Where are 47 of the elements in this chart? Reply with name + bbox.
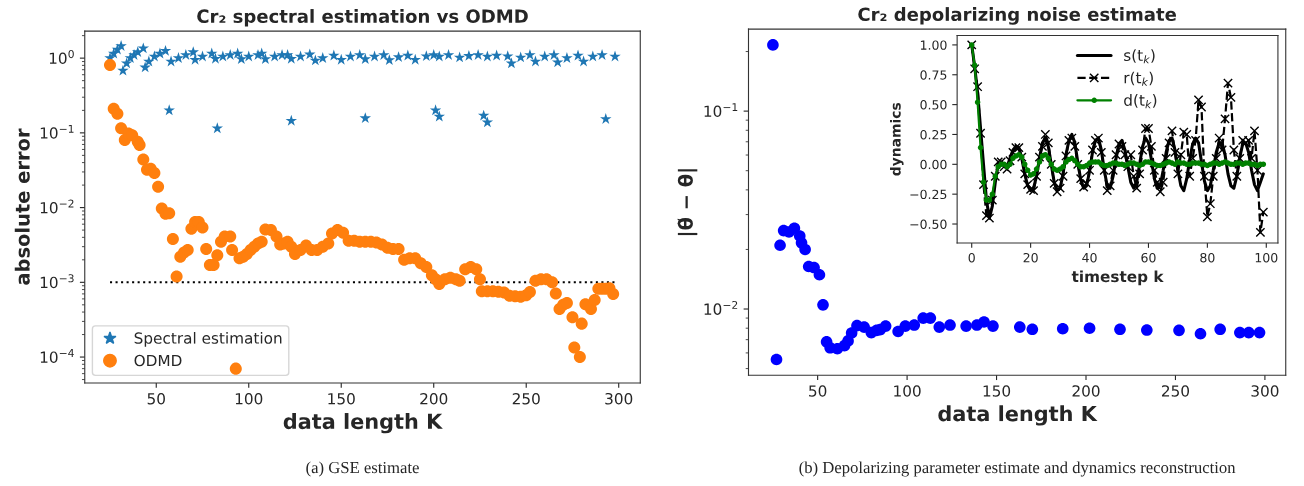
y-tick-label: 10$^{−1}$ [40,124,74,139]
y-tick-label: 10$^{−2}$ [40,199,74,214]
x-axis-title: timestep k [1071,270,1164,286]
x-tick-label: 150 [328,392,355,405]
legend-label: s(t$_{k}$) [1124,49,1155,64]
legend-label: d(t$_{k}$) [1124,94,1157,109]
chart-title: Cr₂ spectral estimation vs ODMD [197,9,528,27]
x-tick-label: 250 [1161,385,1190,397]
y-tick-label: 10$^{−2}$ [704,300,738,315]
legend-label: ODMD [134,354,182,367]
x-tick-label: 300 [1251,385,1279,397]
x-tick-label: 100 [235,392,263,405]
text: (b) Depolarizing parameter estimate and dynamics reconstruction [799,461,1236,477]
x-tick-label: 250 [512,392,540,405]
y-axis-title: |θ̃ − θ| [677,169,698,236]
x-axis-title: data length K [283,413,443,434]
y-tick-label: 0.75 [920,70,947,80]
y-tick-label: −0.50 [910,219,947,229]
x-tick-label: 100 [1255,252,1278,263]
y-tick-label: 1.00 [920,40,947,50]
x-tick-label: 80 [1200,252,1215,263]
x-tick-label: 60 [1141,252,1156,263]
y-tick-label: 10$^{−1}$ [704,103,738,118]
x-tick-label: 40 [1082,252,1097,263]
y-axis-title: absolute error [14,128,30,285]
chart-title: Cr₂ depolarizing noise estimate [858,7,1176,25]
x-tick-label: 200 [420,392,448,405]
x-tick-label: 200 [1072,385,1100,397]
x-tick-label: 100 [894,385,921,397]
y-tick-label: 0.00 [920,159,947,170]
x-tick-label: 0 [968,252,975,263]
y-tick-label: −0.25 [910,189,947,200]
x-axis-title: data length K [938,405,1098,426]
y-tick-label: 10$^{−3}$ [40,274,74,289]
legend-label: r(t$_{k}$) [1124,71,1153,86]
y-tick-label: 0.25 [920,129,947,140]
y-tick-label: 10$^{−4}$ [40,349,74,363]
x-tick-label: 20 [1023,252,1038,263]
text: (a) GSE estimate [306,461,419,477]
x-tick-label: 300 [605,392,633,405]
x-tick-label: 50 [809,385,827,397]
x-tick-label: 50 [147,392,165,405]
y-tick-label: 0.50 [920,100,947,110]
y-axis-title: dynamics [890,102,904,176]
legend-label: Spectral estimation [134,332,282,347]
y-tick-label: 10$^{0}$ [49,50,74,65]
x-tick-label: 150 [983,385,1011,397]
